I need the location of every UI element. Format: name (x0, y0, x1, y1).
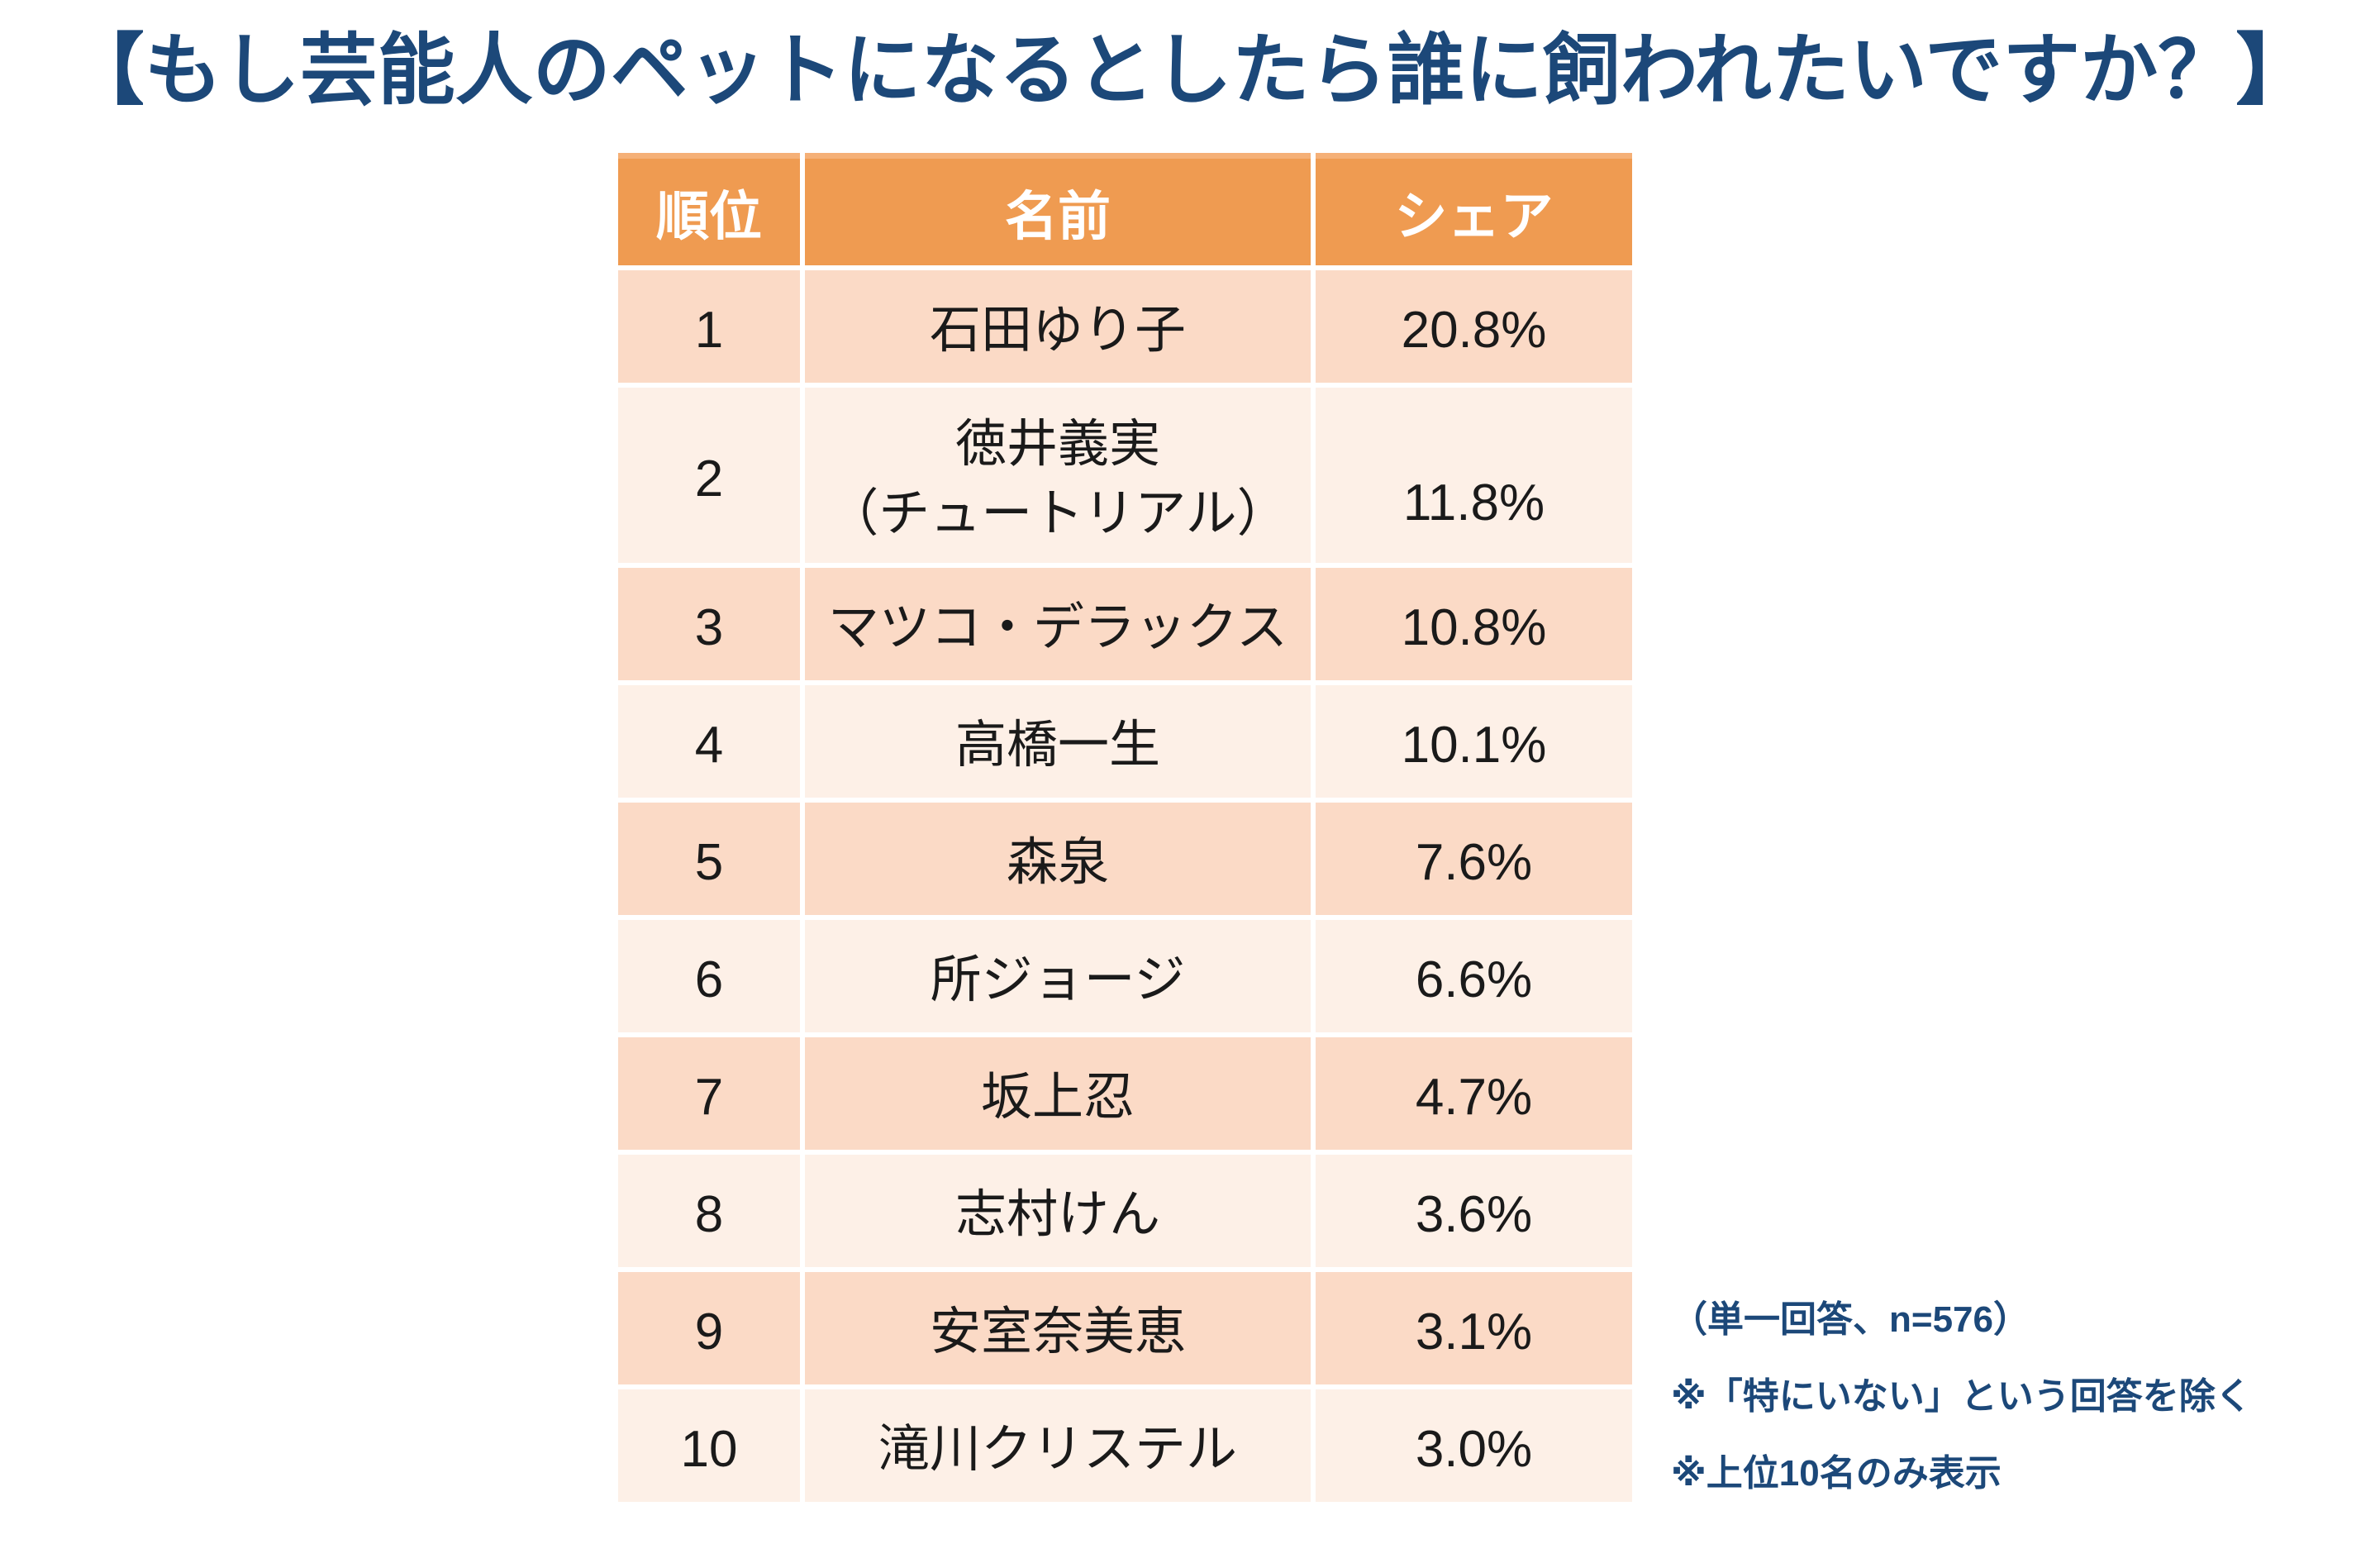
table-row: 4 高橋一生 10.1% (618, 685, 1632, 798)
note-sample-size: （単一回答、n=576） (1671, 1299, 2030, 1340)
table-row: 10 滝川クリステル 3.0% (618, 1389, 1632, 1502)
share-cell: 4.7% (1316, 1037, 1632, 1150)
share-cell: 6.6% (1316, 920, 1632, 1032)
rank-cell: 10 (618, 1389, 800, 1502)
share-cell: 3.0% (1316, 1389, 1632, 1502)
col-header-share: シェア (1316, 153, 1632, 265)
name-cell: 所ジョージ (805, 920, 1311, 1032)
table-row: 9 安室奈美恵 3.1% (618, 1272, 1632, 1384)
table-row: 2 徳井義実 （チュートリアル） 11.8% (618, 388, 1632, 563)
rank-cell: 8 (618, 1155, 800, 1267)
name-cell: 森泉 (805, 803, 1311, 915)
ranking-table: 順位 名前 シェア 1 石田ゆり子 20.8% 2 徳井義実 （チュートリアル）… (613, 148, 1637, 1507)
share-cell: 10.8% (1316, 568, 1632, 680)
col-header-rank: 順位 (618, 153, 800, 265)
survey-notes: （単一回答、n=576） ※「特にいない」という回答を除く ※上位10名のみ表示 (1671, 1277, 2252, 1508)
note-exclusion: ※「特にいない」という回答を除く (1671, 1375, 2252, 1417)
name-cell: 志村けん (805, 1155, 1311, 1267)
table-row: 3 マツコ・デラックス 10.8% (618, 568, 1632, 680)
header-row: 順位 名前 シェア (618, 153, 1632, 265)
page-title: 【もし芸能人のペットになるとしたら誰に飼われたいですか？】 (66, 26, 2314, 113)
name-cell: 坂上忍 (805, 1037, 1311, 1150)
rank-cell: 3 (618, 568, 800, 680)
share-cell: 7.6% (1316, 803, 1632, 915)
name-cell: 高橋一生 (805, 685, 1311, 798)
share-cell: 3.1% (1316, 1272, 1632, 1384)
name-cell: 安室奈美恵 (805, 1272, 1311, 1384)
rank-cell: 1 (618, 270, 800, 383)
share-cell: 20.8% (1316, 270, 1632, 383)
name-cell: 石田ゆり子 (805, 270, 1311, 383)
table-row: 7 坂上忍 4.7% (618, 1037, 1632, 1150)
rank-cell: 7 (618, 1037, 800, 1150)
rank-cell: 5 (618, 803, 800, 915)
col-header-name: 名前 (805, 153, 1311, 265)
share-cell: 10.1% (1316, 685, 1632, 798)
table-row: 8 志村けん 3.6% (618, 1155, 1632, 1267)
share-cell: 3.6% (1316, 1155, 1632, 1267)
table-row: 1 石田ゆり子 20.8% (618, 270, 1632, 383)
table-row: 6 所ジョージ 6.6% (618, 920, 1632, 1032)
rank-cell: 6 (618, 920, 800, 1032)
rank-cell: 2 (618, 388, 800, 563)
name-cell: 徳井義実 （チュートリアル） (805, 388, 1311, 563)
name-cell: 滝川クリステル (805, 1389, 1311, 1502)
rank-cell: 9 (618, 1272, 800, 1384)
name-cell: マツコ・デラックス (805, 568, 1311, 680)
rank-cell: 4 (618, 685, 800, 798)
share-cell: 11.8% (1316, 388, 1632, 563)
table-row: 5 森泉 7.6% (618, 803, 1632, 915)
note-top10: ※上位10名のみ表示 (1671, 1452, 2002, 1494)
